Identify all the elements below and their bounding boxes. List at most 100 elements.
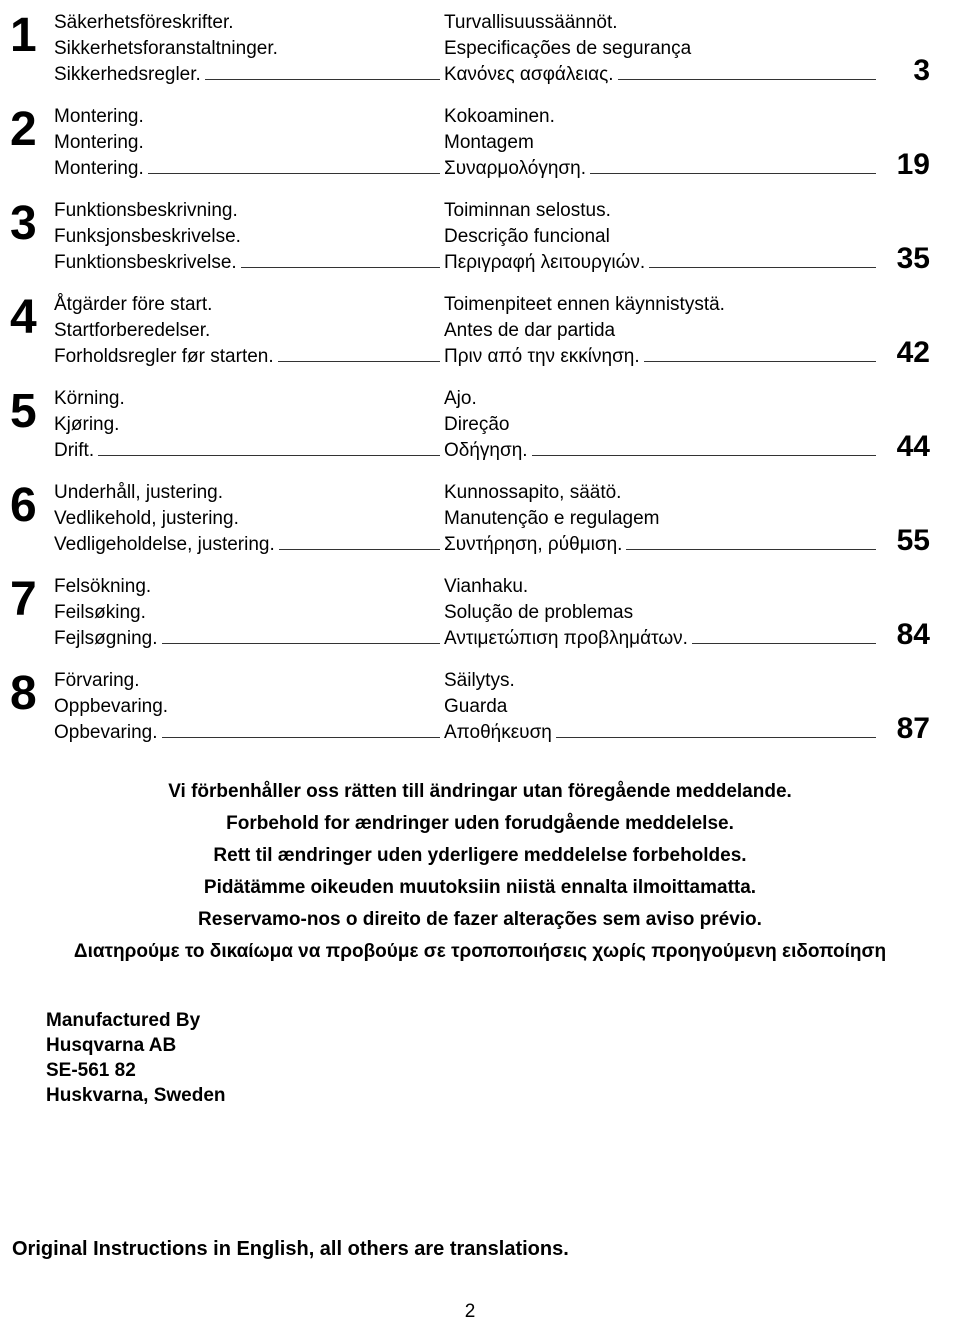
toc-entry-line: Fejlsøgning. bbox=[54, 626, 444, 652]
toc-entry-text: Συντήρηση, ρύθμιση. bbox=[444, 532, 622, 558]
toc-entry-text: Αντιμετώπιση προβλημάτων. bbox=[444, 626, 688, 652]
disclaimer-notes: Vi förbenhåller oss rätten till ändringa… bbox=[50, 776, 910, 968]
toc-entry-line: Περιγραφή λειτουργιών. bbox=[444, 250, 880, 276]
toc-entry-line: Vianhaku. bbox=[444, 574, 880, 600]
toc-left-column: Montering.Montering.Montering. bbox=[54, 104, 444, 182]
toc-left-column: Funktionsbeskrivning.Funksjonsbeskrivels… bbox=[54, 198, 444, 276]
toc-entry-text: Förvaring. bbox=[54, 668, 140, 694]
toc-entry-line: Startforberedelser. bbox=[54, 318, 444, 344]
leader-line bbox=[279, 549, 440, 550]
toc-entry-line: Kjøring. bbox=[54, 412, 444, 438]
toc-left-column: Säkerhetsföreskrifter.Sikkerhetsforansta… bbox=[54, 10, 444, 88]
toc-right-column: Ajo.DireçãoΟδήγηση. bbox=[444, 386, 880, 464]
toc-entry-text: Kokoaminen. bbox=[444, 104, 555, 130]
toc-entry-text: Funktionsbeskrivning. bbox=[54, 198, 238, 224]
manufacturer-line: SE-561 82 bbox=[46, 1058, 930, 1083]
toc-entry-line: Säilytys. bbox=[444, 668, 880, 694]
toc-row: 5Körning.Kjøring.Drift.Ajo.DireçãoΟδήγησ… bbox=[10, 386, 930, 464]
manufacturer-line: Manufactured By bbox=[46, 1008, 930, 1033]
chapter-number: 7 bbox=[10, 574, 54, 624]
toc-entry-text: Οδήγηση. bbox=[444, 438, 528, 464]
toc-entry-text: Oppbevaring. bbox=[54, 694, 168, 720]
toc-entry-text: Direção bbox=[444, 412, 509, 438]
toc-entry-line: Funktionsbeskrivelse. bbox=[54, 250, 444, 276]
toc-right-column: Turvallisuussäännöt.Especificações de se… bbox=[444, 10, 880, 88]
chapter-number: 3 bbox=[10, 198, 54, 248]
translation-note: Original Instructions in English, all ot… bbox=[12, 1238, 930, 1261]
toc-entry-line: Antes de dar partida bbox=[444, 318, 880, 344]
toc-page-number: 19 bbox=[880, 150, 930, 182]
toc-entry-text: Solução de problemas bbox=[444, 600, 633, 626]
toc-entry-text: Περιγραφή λειτουργιών. bbox=[444, 250, 645, 276]
toc-entry-text: Montagem bbox=[444, 130, 534, 156]
toc-page-number: 42 bbox=[880, 338, 930, 370]
toc-entry-line: Ajo. bbox=[444, 386, 880, 412]
toc-entry-columns: Körning.Kjøring.Drift.Ajo.DireçãoΟδήγηση… bbox=[54, 386, 880, 464]
toc-entry-text: Säkerhetsföreskrifter. bbox=[54, 10, 234, 36]
toc-page-number: 84 bbox=[880, 620, 930, 652]
toc-entry-text: Körning. bbox=[54, 386, 125, 412]
toc-entry-line: Κανόνες ασφάλειας. bbox=[444, 62, 880, 88]
toc-row: 8Förvaring.Oppbevaring.Opbevaring.Säilyt… bbox=[10, 668, 930, 746]
toc-entry-line: Solução de problemas bbox=[444, 600, 880, 626]
toc-entry-columns: Underhåll, justering.Vedlikehold, juster… bbox=[54, 480, 880, 558]
toc-entry-line: Direção bbox=[444, 412, 880, 438]
toc-entry-line: Drift. bbox=[54, 438, 444, 464]
toc-entry-text: Descrição funcional bbox=[444, 224, 610, 250]
toc-entry-line: Säkerhetsföreskrifter. bbox=[54, 10, 444, 36]
toc-entry-line: Manutenção e regulagem bbox=[444, 506, 880, 532]
toc-entry-line: Opbevaring. bbox=[54, 720, 444, 746]
toc-entry-text: Κανόνες ασφάλειας. bbox=[444, 62, 614, 88]
toc-left-column: Körning.Kjøring.Drift. bbox=[54, 386, 444, 464]
toc-entry-text: Sikkerhetsforanstaltninger. bbox=[54, 36, 278, 62]
toc-entry-text: Montering. bbox=[54, 156, 144, 182]
leader-line bbox=[649, 267, 876, 268]
toc-entry-line: Toiminnan selostus. bbox=[444, 198, 880, 224]
toc-entry-line: Especificações de segurança bbox=[444, 36, 880, 62]
toc-entry-columns: Felsökning.Feilsøking.Fejlsøgning.Vianha… bbox=[54, 574, 880, 652]
toc-entry-line: Συντήρηση, ρύθμιση. bbox=[444, 532, 880, 558]
toc-entry-line: Kokoaminen. bbox=[444, 104, 880, 130]
toc-entry-text: Felsökning. bbox=[54, 574, 151, 600]
chapter-number: 2 bbox=[10, 104, 54, 154]
toc-entry-line: Sikkerhedsregler. bbox=[54, 62, 444, 88]
toc-entry-text: Drift. bbox=[54, 438, 94, 464]
toc-entry-text: Kunnossapito, säätö. bbox=[444, 480, 621, 506]
toc-entry-line: Πριν από την εκκίνηση. bbox=[444, 344, 880, 370]
toc-page-number: 87 bbox=[880, 714, 930, 746]
chapter-number: 8 bbox=[10, 668, 54, 718]
toc-right-column: Säilytys.GuardaΑποθήκευση bbox=[444, 668, 880, 746]
toc-entry-text: Åtgärder före start. bbox=[54, 292, 212, 318]
toc-left-column: Underhåll, justering.Vedlikehold, juster… bbox=[54, 480, 444, 558]
disclaimer-line: Vi förbenhåller oss rätten till ändringa… bbox=[50, 776, 910, 808]
toc-right-column: Vianhaku.Solução de problemasΑντιμετώπισ… bbox=[444, 574, 880, 652]
toc-entry-text: Montering. bbox=[54, 130, 144, 156]
toc-entry-line: Montagem bbox=[444, 130, 880, 156]
toc-entry-columns: Säkerhetsföreskrifter.Sikkerhetsforansta… bbox=[54, 10, 880, 88]
chapter-number: 1 bbox=[10, 10, 54, 60]
toc-entry-line: Förvaring. bbox=[54, 668, 444, 694]
leader-line bbox=[556, 737, 876, 738]
leader-line bbox=[692, 643, 876, 644]
toc-left-column: Felsökning.Feilsøking.Fejlsøgning. bbox=[54, 574, 444, 652]
toc-entry-text: Startforberedelser. bbox=[54, 318, 210, 344]
toc-entry-line: Felsökning. bbox=[54, 574, 444, 600]
leader-line bbox=[148, 173, 440, 174]
disclaimer-line: Rett til ændringer uden yderligere medde… bbox=[50, 840, 910, 872]
toc-right-column: Toimenpiteet ennen käynnistystä.Antes de… bbox=[444, 292, 880, 370]
toc-entry-text: Πριν από την εκκίνηση. bbox=[444, 344, 640, 370]
disclaimer-line: Forbehold for ændringer uden forudgående… bbox=[50, 808, 910, 840]
manufacturer-line: Huskvarna, Sweden bbox=[46, 1083, 930, 1108]
leader-line bbox=[590, 173, 876, 174]
toc-entry-line: Vedlikehold, justering. bbox=[54, 506, 444, 532]
toc-entry-line: Kunnossapito, säätö. bbox=[444, 480, 880, 506]
leader-line bbox=[162, 737, 440, 738]
leader-line bbox=[278, 361, 440, 362]
leader-line bbox=[644, 361, 876, 362]
toc-entry-text: Forholdsregler før starten. bbox=[54, 344, 274, 370]
toc-entry-text: Funksjonsbeskrivelse. bbox=[54, 224, 241, 250]
toc-entry-line: Vedligeholdelse, justering. bbox=[54, 532, 444, 558]
toc-entry-line: Guarda bbox=[444, 694, 880, 720]
toc-row: 2Montering.Montering.Montering.Kokoamine… bbox=[10, 104, 930, 182]
chapter-number: 6 bbox=[10, 480, 54, 530]
